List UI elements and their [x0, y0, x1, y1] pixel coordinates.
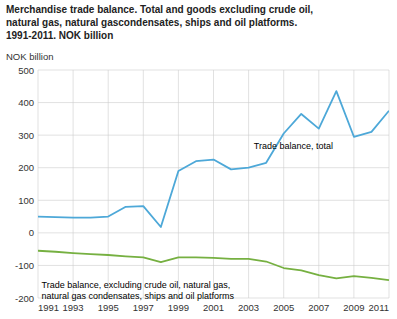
x-tick-label: 1993: [63, 302, 84, 313]
x-grid-line: [38, 70, 39, 298]
x-grid-line: [143, 70, 144, 298]
x-grid-line: [73, 70, 74, 298]
x-tick-label: 1991: [38, 302, 59, 313]
x-grid-line: [213, 70, 214, 298]
x-tick-label: 1999: [168, 302, 189, 313]
y-tick-label: 500: [18, 65, 34, 76]
series-line: [38, 91, 389, 227]
x-tick-label: 1995: [98, 302, 119, 313]
annotation-line: Trade balance, excluding crude oil, natu…: [42, 280, 231, 290]
annotation: Trade balance, total: [254, 141, 333, 151]
title-line: 1991-2011. NOK billion: [6, 30, 113, 41]
lines: [38, 91, 389, 280]
y-tick-label: 200: [18, 162, 34, 173]
x-grid-line: [248, 70, 249, 298]
x-grid-line: [283, 70, 284, 298]
y-tick-label: 400: [18, 97, 34, 108]
x-grid-line: [389, 70, 390, 298]
x-grid-line: [178, 70, 179, 298]
x-tick-label: 2001: [203, 302, 224, 313]
y-tick-label: 100: [18, 195, 34, 206]
series-line: [38, 251, 389, 280]
chart: Merchandise trade balance. Total and goo…: [0, 0, 397, 319]
annotation-line: natural gas condensates, ships and oil p…: [42, 291, 235, 301]
y-label: NOK billion: [6, 51, 54, 62]
x-tick-label: 2011: [369, 302, 389, 313]
x-tick-label: 2007: [308, 302, 329, 313]
x-grid-line: [108, 70, 109, 298]
x-grid-line: [353, 70, 354, 298]
x-tick-label: 1997: [133, 302, 154, 313]
annotation-line: Trade balance, total: [254, 141, 333, 151]
title-line: Merchandise trade balance. Total and goo…: [6, 4, 313, 15]
annotation: Trade balance, excluding crude oil, natu…: [42, 280, 235, 301]
x-tick-label: 2005: [273, 302, 294, 313]
y-tick-label: 300: [18, 130, 34, 141]
y-tick-label: -200: [15, 293, 34, 304]
y-tick-label: 0: [29, 227, 34, 238]
x-tick-label: 2003: [238, 302, 259, 313]
grid: [38, 70, 389, 298]
y-tick-label: -100: [15, 260, 34, 271]
x-tick-label: 2009: [343, 302, 364, 313]
title-line: natural gas, natural gascondensates, shi…: [6, 17, 297, 28]
x-grid-line: [318, 70, 319, 298]
title: Merchandise trade balance. Total and goo…: [6, 4, 313, 41]
